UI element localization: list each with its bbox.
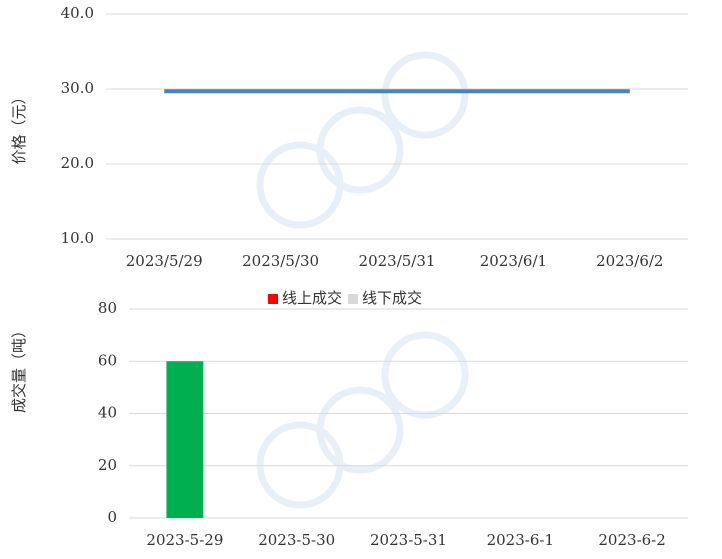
- x-tick-label: 2023-5-30: [258, 531, 335, 549]
- y-tick-label: 40.0: [61, 4, 94, 22]
- x-tick-label: 2023-5-31: [370, 531, 447, 549]
- y-axis-title: 价格（元）: [10, 89, 28, 164]
- y-tick-label: 80: [98, 299, 117, 317]
- legend-label: 线下成交: [362, 289, 422, 307]
- x-tick-label: 2023/5/31: [359, 252, 436, 270]
- x-tick-label: 2023/5/30: [242, 252, 319, 270]
- y-tick-label: 20.0: [61, 154, 94, 172]
- x-tick-label: 2023/5/29: [126, 252, 203, 270]
- legend-swatch: [348, 294, 359, 304]
- x-tick-label: 2023-6-1: [487, 531, 554, 549]
- y-tick-label: 10.0: [61, 229, 94, 247]
- y-tick-label: 40: [98, 404, 117, 422]
- y-tick-label: 60: [98, 351, 117, 369]
- watermark: [256, 51, 469, 509]
- x-tick-label: 2023-5-29: [146, 531, 223, 549]
- legend-label: 线上成交: [282, 289, 342, 307]
- bar: [166, 361, 204, 518]
- x-tick-label: 2023/6/1: [480, 252, 547, 270]
- y-tick-label: 30.0: [61, 79, 94, 97]
- y-tick-label: 20: [98, 456, 117, 474]
- y-axis-title: 成交量（吨）: [10, 323, 28, 413]
- x-tick-label: 2023-6-2: [598, 531, 665, 549]
- y-tick-label: 0: [107, 508, 117, 526]
- x-tick-label: 2023/6/2: [596, 252, 663, 270]
- legend-swatch: [268, 294, 278, 304]
